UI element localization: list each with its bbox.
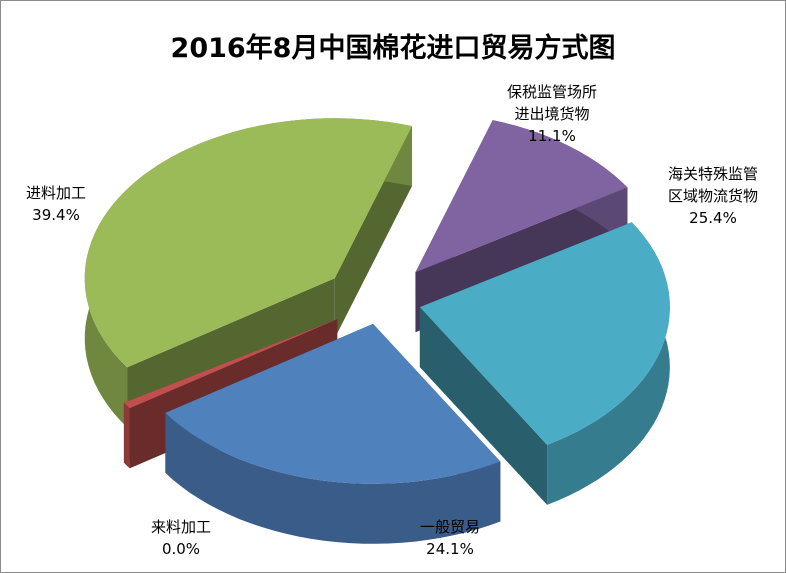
slice-percent: 25.4% xyxy=(689,209,737,227)
slice-label: 来料加工 0.0% xyxy=(151,518,211,558)
slice-outer-wall xyxy=(165,412,501,544)
slice-name: 进料加工 xyxy=(26,184,86,202)
slice-percent: 24.1% xyxy=(426,540,474,558)
slice-side-wall xyxy=(419,307,548,505)
slice-percent: 0.0% xyxy=(162,540,200,558)
pie-slice xyxy=(165,323,501,544)
slice-label: 海关特殊监管区域物流货物 25.4% xyxy=(668,165,758,227)
slice-percent: 39.4% xyxy=(32,206,80,224)
slice-top xyxy=(165,323,501,484)
slice-name: 区域物流货物 xyxy=(668,187,758,205)
slices-layer xyxy=(84,118,670,544)
slice-outer-wall xyxy=(123,402,130,469)
pie-slice xyxy=(419,222,670,505)
slice-label: 一般贸易 24.1% xyxy=(420,518,480,558)
chart-title: 2016年8月中国棉花进口贸易方式图 xyxy=(171,32,616,64)
slice-outer-wall xyxy=(547,222,670,505)
labels-layer: 保税监管场所进出境货物 11.1% 海关特殊监管区域物流货物 25.4% 一般贸易 24.… xyxy=(26,83,758,558)
slice-top xyxy=(415,120,628,273)
slice-label: 进料加工 39.4% xyxy=(26,184,86,224)
slice-percent: 11.1% xyxy=(528,127,576,145)
slice-top xyxy=(84,118,413,368)
slice-top xyxy=(123,319,338,409)
slice-name: 来料加工 xyxy=(151,518,211,536)
slice-name: 保税监管场所 xyxy=(507,83,597,101)
slice-name: 一般贸易 xyxy=(420,518,480,536)
pie-slice xyxy=(84,118,413,428)
slice-name: 进出境货物 xyxy=(514,105,589,123)
slice-top xyxy=(419,222,670,445)
slice-name: 海关特殊监管 xyxy=(668,165,758,183)
slice-label: 保税监管场所进出境货物 11.1% xyxy=(507,83,597,145)
